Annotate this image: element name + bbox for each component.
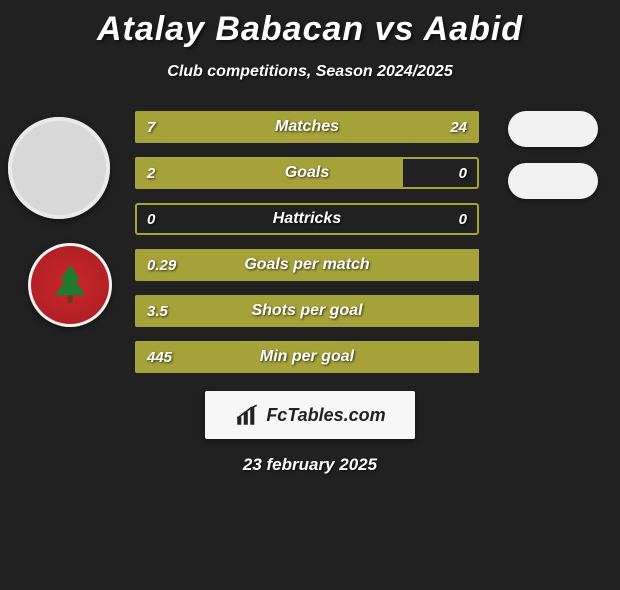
- stat-bar-left-value: 3.5: [147, 295, 168, 327]
- stat-bar-left-fill: [135, 249, 479, 281]
- stat-bar-left-value: 7: [147, 111, 155, 143]
- stat-bar-right-value: 0: [459, 157, 467, 189]
- brand-text: FcTables.com: [266, 405, 385, 426]
- stat-bar-left-value: 0.29: [147, 249, 176, 281]
- stat-bar-row: 3.5Shots per goal: [135, 295, 479, 327]
- stat-bar-track: [135, 203, 479, 235]
- tree-icon: [45, 260, 95, 310]
- player-right-avatar: [508, 111, 598, 147]
- stat-bars-container: 724Matches20Goals00Hattricks0.29Goals pe…: [135, 111, 479, 387]
- stat-bar-row: 0.29Goals per match: [135, 249, 479, 281]
- stat-bar-left-value: 2: [147, 157, 155, 189]
- chart-icon: [234, 402, 260, 428]
- stat-bar-right-value: 24: [450, 111, 467, 143]
- stat-bar-row: 445Min per goal: [135, 341, 479, 373]
- stat-bar-left-fill: [135, 157, 403, 189]
- stat-bar-row: 20Goals: [135, 157, 479, 189]
- player-left-avatar: [8, 117, 110, 219]
- player-right-club-badge: [508, 163, 598, 199]
- player-left-club-badge: [28, 243, 112, 327]
- stat-bar-left-fill: [135, 295, 479, 327]
- page-title: Atalay Babacan vs Aabid: [0, 10, 620, 49]
- stat-bar-row: 724Matches: [135, 111, 479, 143]
- stat-bar-left-value: 445: [147, 341, 172, 373]
- page-subtitle: Club competitions, Season 2024/2025: [0, 63, 620, 81]
- stat-bar-left-fill: [135, 341, 479, 373]
- stat-bar-right-fill: [214, 111, 479, 143]
- brand-badge: FcTables.com: [205, 391, 415, 439]
- stat-bar-right-value: 0: [459, 203, 467, 235]
- stat-bar-row: 00Hattricks: [135, 203, 479, 235]
- date-text: 23 february 2025: [0, 455, 620, 475]
- stat-bar-left-value: 0: [147, 203, 155, 235]
